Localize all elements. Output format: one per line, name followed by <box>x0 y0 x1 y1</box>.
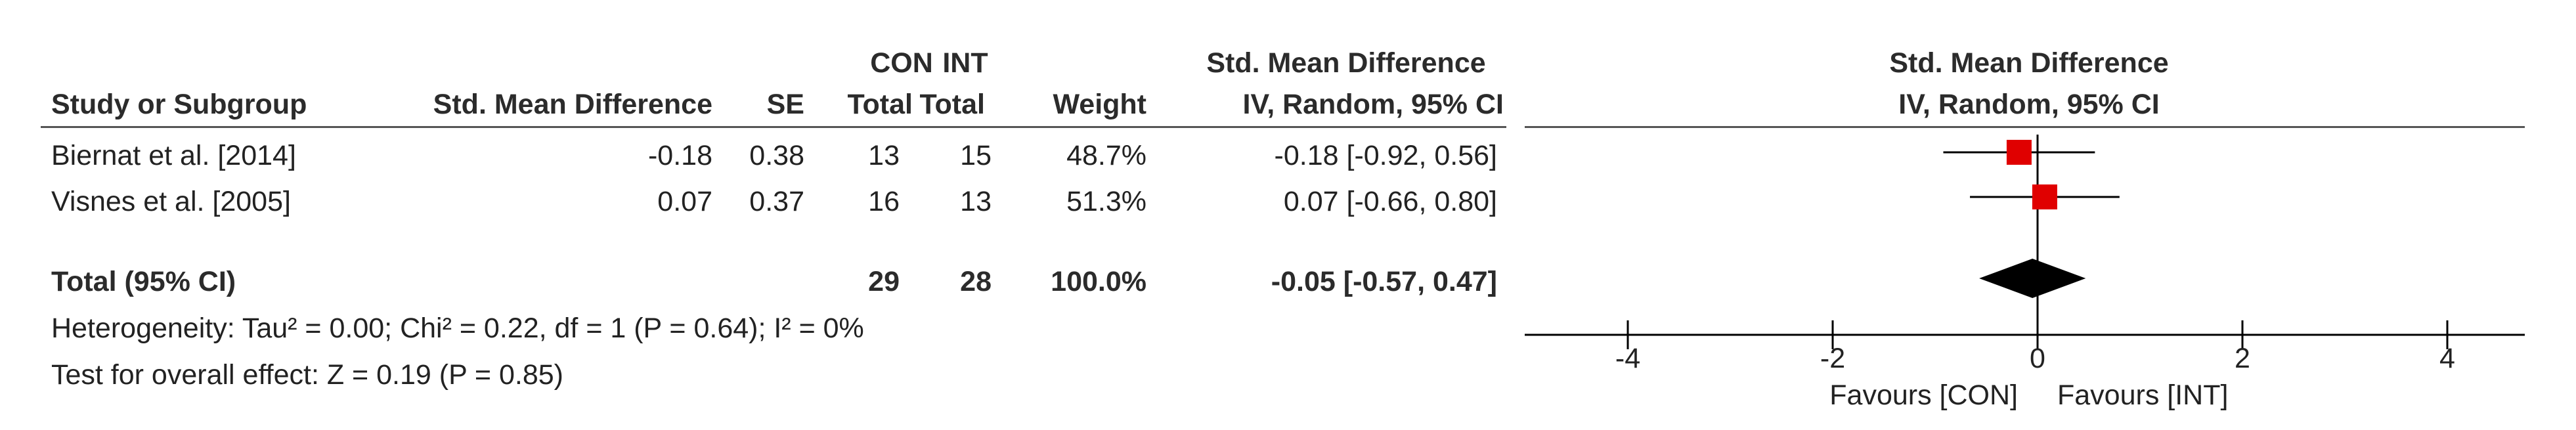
favours-left-label: Favours [CON] <box>1829 379 2018 411</box>
total-con-total: 29 <box>868 266 900 297</box>
row-study: Visnes et al. [2005] <box>51 186 291 217</box>
favours-right-label: Favours [INT] <box>2057 379 2228 411</box>
total-int-total: 28 <box>960 266 992 297</box>
header-plot-top: Std. Mean Difference <box>1889 47 2169 79</box>
pooled-diamond <box>1979 259 2086 298</box>
x-tick-label: -2 <box>1820 343 1845 374</box>
total-weight: 100.0% <box>1051 266 1146 297</box>
row-ci: 0.07 [-0.66, 0.80] <box>1283 186 1497 217</box>
row-weight: 51.3% <box>1066 186 1146 217</box>
header-rule-left <box>41 126 1506 128</box>
total-label: Total (95% CI) <box>51 266 236 297</box>
row-se: 0.37 <box>749 186 804 217</box>
row-weight: 48.7% <box>1066 140 1146 171</box>
x-tick-label: -4 <box>1615 343 1640 374</box>
row-se: 0.38 <box>749 140 804 171</box>
header-con: CON <box>870 47 933 79</box>
row-smd: -0.18 <box>647 140 712 171</box>
header-ci: IV, Random, 95% CI <box>1242 89 1504 120</box>
header-se: SE <box>766 89 804 120</box>
row-smd: 0.07 <box>657 186 712 217</box>
header-int-total: Total <box>919 89 985 120</box>
row-con-total: 16 <box>868 186 900 217</box>
x-tick-label: 2 <box>2235 343 2250 374</box>
header-rule-right <box>1525 126 2525 128</box>
row-ci: -0.18 [-0.92, 0.56] <box>1274 140 1497 171</box>
x-tick-label: 4 <box>2439 343 2455 374</box>
row-int-total: 13 <box>960 186 992 217</box>
row-con-total: 13 <box>868 140 900 171</box>
study-marker <box>2006 140 2032 165</box>
header-smd-top: Std. Mean Difference <box>1206 47 1486 79</box>
header-study: Study or Subgroup <box>51 89 307 120</box>
total-ci: -0.05 [-0.57, 0.47] <box>1271 266 1497 297</box>
header-int: INT <box>942 47 988 79</box>
overall-effect-text: Test for overall effect: Z = 0.19 (P = 0… <box>51 359 563 391</box>
x-tick-label: 0 <box>2030 343 2045 374</box>
row-int-total: 15 <box>960 140 992 171</box>
header-smd: Std. Mean Difference <box>433 89 712 120</box>
study-marker <box>2032 184 2057 209</box>
row-study: Biernat et al. [2014] <box>51 140 296 171</box>
header-weight: Weight <box>1053 89 1146 120</box>
header-con-total: Total <box>847 89 913 120</box>
heterogeneity-text: Heterogeneity: Tau² = 0.00; Chi² = 0.22,… <box>51 312 864 344</box>
header-plot-ci: IV, Random, 95% CI <box>1898 89 2160 120</box>
